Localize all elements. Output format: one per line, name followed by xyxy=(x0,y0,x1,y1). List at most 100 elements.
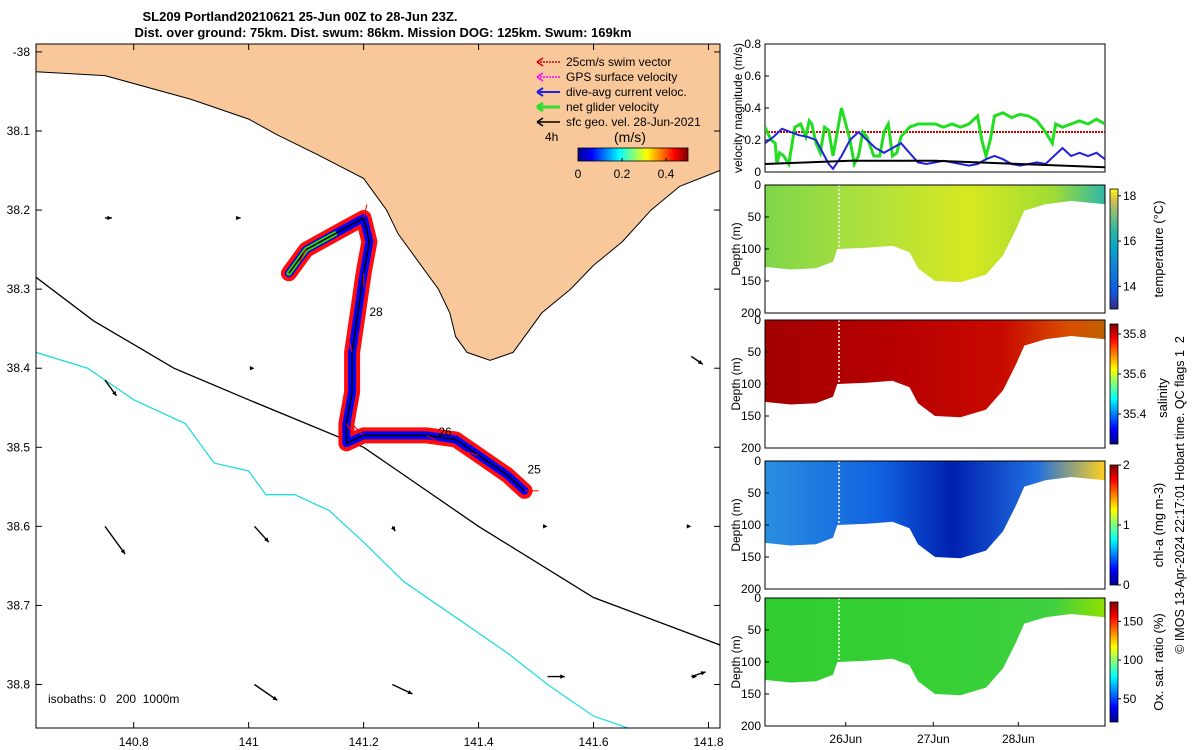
section-data xyxy=(765,598,1105,696)
current-arrow xyxy=(547,674,565,679)
velocity-series-line xyxy=(765,107,1105,169)
section-tick-label: 100 xyxy=(741,518,761,532)
map-legend: 25cm/s swim vector GPS surface velocity … xyxy=(536,55,701,181)
colorbar-units: (m/s) xyxy=(614,129,646,145)
section-colorbar xyxy=(1109,188,1119,310)
map-y-tick-label: 38.7 xyxy=(7,598,31,612)
current-arrow-head xyxy=(112,390,117,396)
map-y-tick-label: -38 xyxy=(13,45,31,59)
speed-colorbar-ticks: 0 0.2 0.4 xyxy=(575,158,675,181)
legend-label-swim: 25cm/s swim vector xyxy=(566,55,671,69)
section-tick-label: 150 xyxy=(741,687,761,701)
section-tick-label: 150 xyxy=(741,409,761,423)
swim-vector xyxy=(363,204,368,219)
current-arrow-head xyxy=(107,215,112,221)
section-x-tick-label: 26Jun xyxy=(829,732,862,746)
map-frame xyxy=(35,43,721,729)
velocity-tick-label: 0.4 xyxy=(744,101,761,115)
section-colorbar xyxy=(1109,323,1119,445)
current-arrow xyxy=(690,355,704,365)
section-tick-label: 50 xyxy=(748,345,762,359)
colorbar-label: chl-a (mg m-3) xyxy=(1151,483,1166,568)
velocity-tick-label: 0.6 xyxy=(744,69,761,83)
legend-entry-dive: dive-avg current veloc. xyxy=(536,85,687,99)
current-arrow-head xyxy=(560,674,565,679)
current-arrow xyxy=(392,683,413,695)
current-arrow xyxy=(236,215,241,221)
colorbar-tick-label: 150 xyxy=(1123,614,1143,628)
velocity-tick-label: 0.8 xyxy=(744,37,761,51)
current-arrow-head xyxy=(697,359,703,365)
day-label: 25 xyxy=(527,462,541,476)
colorbar-tick-label: 35.8 xyxy=(1123,327,1147,341)
current-arrow-head xyxy=(407,690,413,695)
legend-entry-net: net glider velocity xyxy=(536,100,659,114)
section-tick-label: 200 xyxy=(741,441,761,455)
map-y-tick-label: 38.2 xyxy=(7,203,31,217)
section-colorbar xyxy=(1109,601,1119,723)
colorbar-tick-label: 16 xyxy=(1123,234,1137,248)
current-arrow-head xyxy=(686,524,692,529)
map-x-tick-label: 141 xyxy=(239,735,259,749)
current-arrow xyxy=(391,525,396,532)
current-arrow xyxy=(253,525,270,543)
section-panel-oxygen: 0 50 100 150 200 Depth (m) 50 100 150 Ox. sat. ra… xyxy=(729,591,1166,746)
velocity-panel: 0 0.2 0.4 0.6 0.8 velocity magnitude (m/s) xyxy=(731,37,1106,179)
isobath-200m xyxy=(36,276,720,646)
colorbar-tick-label: 2 xyxy=(1123,458,1130,472)
map-y-tick-label: 38.5 xyxy=(7,440,31,454)
current-arrow xyxy=(104,215,112,221)
swim-vector xyxy=(345,423,354,436)
map-y-tick-label: 38.1 xyxy=(7,124,31,138)
section-tick-label: 0 xyxy=(754,313,761,327)
map-x-tick-label: 141.8 xyxy=(693,735,723,749)
current-arrow-head xyxy=(692,674,698,679)
legend-time-label: 4h xyxy=(545,130,558,144)
isobath-1000m xyxy=(36,351,629,728)
current-arrow xyxy=(104,379,118,397)
current-arrow-shaft xyxy=(104,525,126,555)
current-arrow-head xyxy=(391,526,396,532)
colorbar-tick-label: 35.4 xyxy=(1123,407,1147,421)
section-tick-label: 50 xyxy=(748,623,762,637)
colorbar-tick-label: 50 xyxy=(1123,692,1137,706)
current-arrows xyxy=(104,215,706,701)
section-x-tick-label: 28Jun xyxy=(1002,732,1035,746)
section-panel-salinity: 0 50 100 150 200 Depth (m) 35.4 35.6 35.8 xyxy=(729,313,1147,455)
section-tick-label: 0 xyxy=(754,454,761,468)
colorbar-tick-label: 0.4 xyxy=(658,167,675,181)
velocity-tick-label: 0.2 xyxy=(744,133,761,147)
map-x-tick-label: 141.2 xyxy=(349,735,379,749)
legend-entry-gps: GPS surface velocity xyxy=(536,70,677,84)
section-ylabel: Depth (m) xyxy=(729,635,743,688)
section-data xyxy=(765,461,1105,559)
current-arrow-head xyxy=(249,366,255,371)
map-y-tick-label: 38.8 xyxy=(7,678,31,692)
footer-label: © IMOS 13-Apr-2024 22:17:01 Hobart time.… xyxy=(1173,336,1187,654)
section-ylabel: Depth (m) xyxy=(729,222,743,275)
current-arrow xyxy=(249,366,255,371)
current-arrow xyxy=(686,524,692,529)
swim-vector xyxy=(426,434,440,443)
legend-entry-swim: 25cm/s swim vector xyxy=(536,55,671,69)
map-x-tick-label: 141.4 xyxy=(464,735,494,749)
colorbar-tick-label: 0.2 xyxy=(614,167,631,181)
velocity-series xyxy=(765,107,1105,171)
map-panel: 140.8 141 141.2 141.4 141.6 141.8 -38 38.1 38.2… xyxy=(7,43,724,749)
section-tick-label: 100 xyxy=(741,655,761,669)
glider-track xyxy=(280,204,539,499)
day-label: 26 xyxy=(438,425,452,439)
current-arrow-head xyxy=(236,215,241,221)
legend-label-sfc: sfc geo. vel. 28-Jun-2021 xyxy=(566,115,701,129)
swim-vector xyxy=(347,338,353,353)
velocity-series-line xyxy=(765,159,1105,169)
speed-colorbar xyxy=(577,147,689,162)
section-tick-label: 0 xyxy=(754,591,761,605)
map-x-tick-label: 141.6 xyxy=(579,735,609,749)
velocity-y-ticks: 0 0.2 0.4 0.6 0.8 xyxy=(744,37,769,179)
swim-vector xyxy=(299,249,307,263)
velocity-frame xyxy=(764,43,1106,173)
colorbar-tick-label: 100 xyxy=(1123,653,1143,667)
day-labels: 28 26 25 xyxy=(369,305,541,476)
